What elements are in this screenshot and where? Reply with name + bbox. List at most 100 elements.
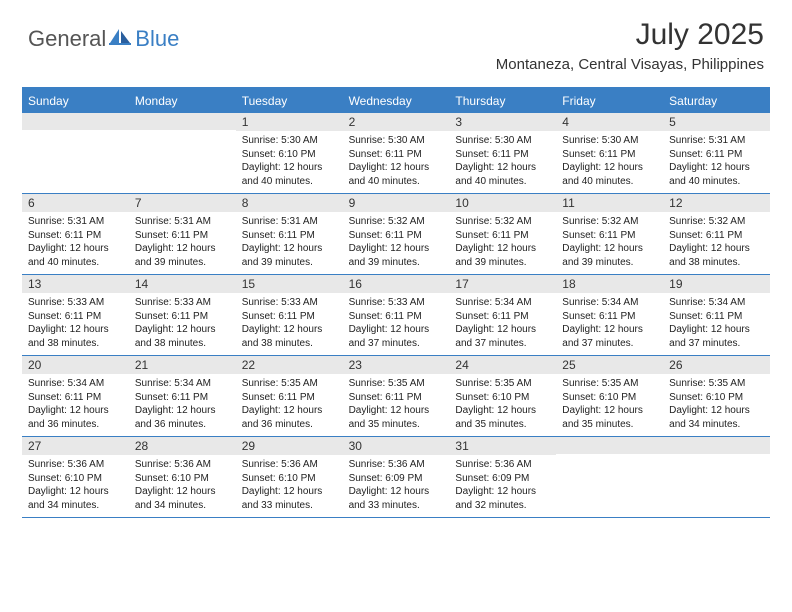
daylight-text: Daylight: 12 hours and 38 minutes. bbox=[28, 323, 123, 350]
day-details: Sunrise: 5:33 AMSunset: 6:11 PMDaylight:… bbox=[236, 293, 343, 350]
dow-header-cell: Monday bbox=[129, 89, 236, 113]
daylight-text: Daylight: 12 hours and 40 minutes. bbox=[455, 161, 550, 188]
sunset-text: Sunset: 6:09 PM bbox=[455, 472, 550, 486]
week-row: 13Sunrise: 5:33 AMSunset: 6:11 PMDayligh… bbox=[22, 275, 770, 356]
day-details: Sunrise: 5:32 AMSunset: 6:11 PMDaylight:… bbox=[343, 212, 450, 269]
day-number: 24 bbox=[449, 356, 556, 374]
day-details: Sunrise: 5:34 AMSunset: 6:11 PMDaylight:… bbox=[449, 293, 556, 350]
day-details: Sunrise: 5:35 AMSunset: 6:10 PMDaylight:… bbox=[556, 374, 663, 431]
sunset-text: Sunset: 6:11 PM bbox=[455, 229, 550, 243]
day-details: Sunrise: 5:31 AMSunset: 6:11 PMDaylight:… bbox=[236, 212, 343, 269]
daylight-text: Daylight: 12 hours and 37 minutes. bbox=[669, 323, 764, 350]
day-details: Sunrise: 5:34 AMSunset: 6:11 PMDaylight:… bbox=[129, 374, 236, 431]
day-details: Sunrise: 5:33 AMSunset: 6:11 PMDaylight:… bbox=[343, 293, 450, 350]
day-details: Sunrise: 5:36 AMSunset: 6:09 PMDaylight:… bbox=[449, 455, 556, 512]
day-details: Sunrise: 5:35 AMSunset: 6:11 PMDaylight:… bbox=[343, 374, 450, 431]
sunrise-text: Sunrise: 5:32 AM bbox=[562, 215, 657, 229]
dow-header-cell: Thursday bbox=[449, 89, 556, 113]
day-details: Sunrise: 5:31 AMSunset: 6:11 PMDaylight:… bbox=[129, 212, 236, 269]
sunrise-text: Sunrise: 5:31 AM bbox=[135, 215, 230, 229]
day-details: Sunrise: 5:32 AMSunset: 6:11 PMDaylight:… bbox=[449, 212, 556, 269]
sunrise-text: Sunrise: 5:36 AM bbox=[135, 458, 230, 472]
sunset-text: Sunset: 6:11 PM bbox=[135, 229, 230, 243]
day-details: Sunrise: 5:33 AMSunset: 6:11 PMDaylight:… bbox=[22, 293, 129, 350]
day-cell: 4Sunrise: 5:30 AMSunset: 6:11 PMDaylight… bbox=[556, 113, 663, 193]
sunset-text: Sunset: 6:09 PM bbox=[349, 472, 444, 486]
day-cell: 7Sunrise: 5:31 AMSunset: 6:11 PMDaylight… bbox=[129, 194, 236, 274]
sunset-text: Sunset: 6:10 PM bbox=[242, 148, 337, 162]
day-cell: 12Sunrise: 5:32 AMSunset: 6:11 PMDayligh… bbox=[663, 194, 770, 274]
sunrise-text: Sunrise: 5:32 AM bbox=[669, 215, 764, 229]
sunrise-text: Sunrise: 5:33 AM bbox=[135, 296, 230, 310]
daylight-text: Daylight: 12 hours and 35 minutes. bbox=[349, 404, 444, 431]
header: General Blue July 2025 Montaneza, Centra… bbox=[0, 0, 792, 79]
daylight-text: Daylight: 12 hours and 38 minutes. bbox=[242, 323, 337, 350]
day-number: 10 bbox=[449, 194, 556, 212]
sunrise-text: Sunrise: 5:33 AM bbox=[242, 296, 337, 310]
day-number: 12 bbox=[663, 194, 770, 212]
sunset-text: Sunset: 6:11 PM bbox=[562, 148, 657, 162]
sunset-text: Sunset: 6:10 PM bbox=[28, 472, 123, 486]
day-number: 20 bbox=[22, 356, 129, 374]
day-cell: 20Sunrise: 5:34 AMSunset: 6:11 PMDayligh… bbox=[22, 356, 129, 436]
day-cell: 2Sunrise: 5:30 AMSunset: 6:11 PMDaylight… bbox=[343, 113, 450, 193]
day-details: Sunrise: 5:30 AMSunset: 6:10 PMDaylight:… bbox=[236, 131, 343, 188]
dow-header-cell: Tuesday bbox=[236, 89, 343, 113]
sunrise-text: Sunrise: 5:35 AM bbox=[349, 377, 444, 391]
day-cell: 11Sunrise: 5:32 AMSunset: 6:11 PMDayligh… bbox=[556, 194, 663, 274]
day-number: 17 bbox=[449, 275, 556, 293]
day-number: 8 bbox=[236, 194, 343, 212]
day-number: 29 bbox=[236, 437, 343, 455]
day-cell bbox=[22, 113, 129, 193]
sunset-text: Sunset: 6:11 PM bbox=[669, 310, 764, 324]
day-number: 18 bbox=[556, 275, 663, 293]
empty-day-bar bbox=[663, 437, 770, 454]
day-cell bbox=[663, 437, 770, 517]
day-number: 7 bbox=[129, 194, 236, 212]
daylight-text: Daylight: 12 hours and 36 minutes. bbox=[242, 404, 337, 431]
day-cell: 6Sunrise: 5:31 AMSunset: 6:11 PMDaylight… bbox=[22, 194, 129, 274]
sunrise-text: Sunrise: 5:35 AM bbox=[562, 377, 657, 391]
dow-header-cell: Friday bbox=[556, 89, 663, 113]
day-number: 2 bbox=[343, 113, 450, 131]
brand-logo: General Blue bbox=[28, 18, 179, 52]
daylight-text: Daylight: 12 hours and 40 minutes. bbox=[669, 161, 764, 188]
day-details: Sunrise: 5:30 AMSunset: 6:11 PMDaylight:… bbox=[343, 131, 450, 188]
sunset-text: Sunset: 6:11 PM bbox=[242, 310, 337, 324]
day-cell: 3Sunrise: 5:30 AMSunset: 6:11 PMDaylight… bbox=[449, 113, 556, 193]
daylight-text: Daylight: 12 hours and 36 minutes. bbox=[135, 404, 230, 431]
sunset-text: Sunset: 6:11 PM bbox=[135, 310, 230, 324]
daylight-text: Daylight: 12 hours and 38 minutes. bbox=[135, 323, 230, 350]
day-cell: 9Sunrise: 5:32 AMSunset: 6:11 PMDaylight… bbox=[343, 194, 450, 274]
daylight-text: Daylight: 12 hours and 34 minutes. bbox=[669, 404, 764, 431]
sunrise-text: Sunrise: 5:30 AM bbox=[455, 134, 550, 148]
day-number: 31 bbox=[449, 437, 556, 455]
sunrise-text: Sunrise: 5:36 AM bbox=[242, 458, 337, 472]
month-title: July 2025 bbox=[496, 18, 764, 52]
day-number: 15 bbox=[236, 275, 343, 293]
title-block: July 2025 Montaneza, Central Visayas, Ph… bbox=[496, 18, 764, 73]
day-cell: 8Sunrise: 5:31 AMSunset: 6:11 PMDaylight… bbox=[236, 194, 343, 274]
day-details: Sunrise: 5:36 AMSunset: 6:10 PMDaylight:… bbox=[236, 455, 343, 512]
day-cell: 22Sunrise: 5:35 AMSunset: 6:11 PMDayligh… bbox=[236, 356, 343, 436]
sunrise-text: Sunrise: 5:35 AM bbox=[455, 377, 550, 391]
day-cell: 5Sunrise: 5:31 AMSunset: 6:11 PMDaylight… bbox=[663, 113, 770, 193]
daylight-text: Daylight: 12 hours and 35 minutes. bbox=[455, 404, 550, 431]
sunrise-text: Sunrise: 5:31 AM bbox=[669, 134, 764, 148]
day-details: Sunrise: 5:34 AMSunset: 6:11 PMDaylight:… bbox=[556, 293, 663, 350]
day-number: 27 bbox=[22, 437, 129, 455]
sunset-text: Sunset: 6:11 PM bbox=[349, 391, 444, 405]
day-details: Sunrise: 5:34 AMSunset: 6:11 PMDaylight:… bbox=[663, 293, 770, 350]
day-cell: 24Sunrise: 5:35 AMSunset: 6:10 PMDayligh… bbox=[449, 356, 556, 436]
day-cell: 1Sunrise: 5:30 AMSunset: 6:10 PMDaylight… bbox=[236, 113, 343, 193]
daylight-text: Daylight: 12 hours and 40 minutes. bbox=[242, 161, 337, 188]
day-details: Sunrise: 5:31 AMSunset: 6:11 PMDaylight:… bbox=[663, 131, 770, 188]
day-cell: 18Sunrise: 5:34 AMSunset: 6:11 PMDayligh… bbox=[556, 275, 663, 355]
empty-day-bar bbox=[22, 113, 129, 130]
sunrise-text: Sunrise: 5:32 AM bbox=[349, 215, 444, 229]
day-number: 25 bbox=[556, 356, 663, 374]
day-number: 23 bbox=[343, 356, 450, 374]
brand-text-blue: Blue bbox=[135, 26, 179, 52]
sunrise-text: Sunrise: 5:34 AM bbox=[669, 296, 764, 310]
day-details: Sunrise: 5:35 AMSunset: 6:11 PMDaylight:… bbox=[236, 374, 343, 431]
